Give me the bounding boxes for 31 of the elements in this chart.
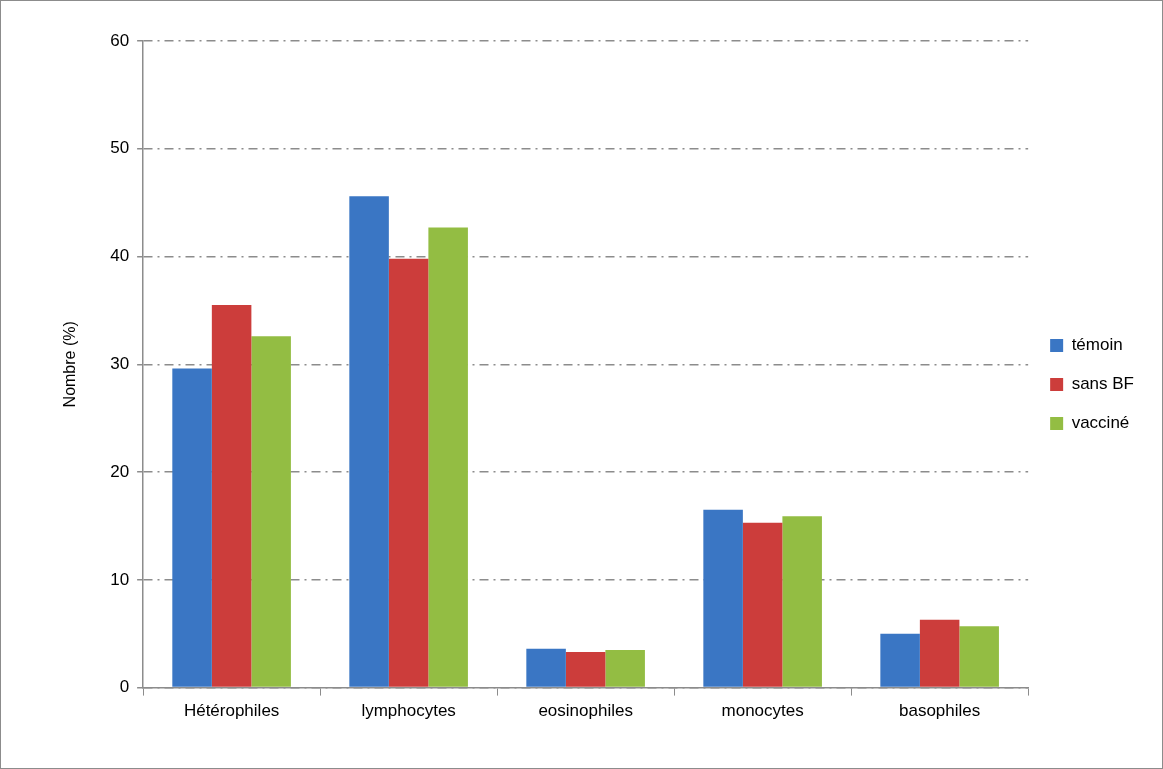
legend-label: vacciné [1071, 413, 1130, 433]
bar [703, 509, 743, 687]
y-tick-label: 10 [110, 569, 130, 589]
y-axis-title: Nombre (%) [61, 321, 79, 408]
x-tick-label: eosinophiles [538, 701, 633, 721]
bar [251, 336, 291, 687]
bar [349, 196, 389, 687]
y-tick-label: 60 [110, 30, 130, 50]
bar [959, 626, 999, 687]
legend-label: sans BF [1071, 374, 1134, 394]
legend-label: témoin [1071, 335, 1123, 355]
y-tick-label: 20 [110, 461, 130, 481]
x-tick-label: monocytes [721, 701, 804, 721]
bar [919, 619, 960, 687]
bar [172, 368, 212, 687]
bar [526, 648, 566, 687]
bar [428, 227, 468, 687]
bar [605, 649, 645, 687]
y-tick-label: 50 [110, 138, 130, 158]
x-tick-label: Hétérophiles [183, 701, 280, 721]
x-tick-label: basophiles [899, 701, 981, 721]
bar [742, 522, 783, 687]
bar [211, 305, 252, 687]
y-tick-label: 40 [110, 246, 130, 266]
bar [565, 652, 606, 687]
y-tick-label: 0 [119, 677, 130, 697]
bar [388, 258, 429, 687]
bar [782, 516, 822, 687]
y-tick-label: 30 [110, 353, 130, 373]
x-tick-label: lymphocytes [361, 701, 456, 721]
bar [880, 633, 920, 687]
